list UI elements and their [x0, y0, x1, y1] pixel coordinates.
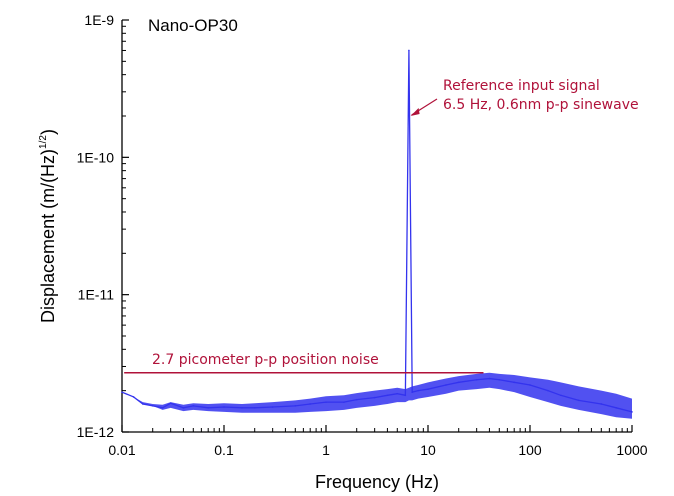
data-point	[142, 403, 144, 405]
y-tick-label: 1E-9	[84, 12, 114, 28]
x-tick-label: 0.01	[108, 442, 135, 458]
data-point	[182, 407, 185, 409]
data-point	[498, 378, 501, 381]
y-ticks: 1E-12 1E-11 1E-10 1E-9	[77, 12, 129, 440]
y-tick-label: 1E-11	[78, 287, 115, 303]
data-point	[631, 411, 633, 413]
y-tick-label: 1E-12	[77, 424, 115, 440]
data-point	[343, 401, 345, 403]
data-point	[411, 391, 414, 393]
data-point	[294, 405, 297, 407]
plot-area	[121, 49, 633, 419]
data-point	[132, 396, 135, 398]
annotations: Reference input signal 6.5 Hz, 0.6nm p-p …	[124, 78, 639, 374]
data-point	[600, 403, 603, 405]
annotation-reference-line2: 6.5 Hz, 0.6nm p-p sinewave	[443, 97, 639, 113]
data-point	[241, 407, 243, 409]
annotation-arrowhead	[410, 107, 420, 116]
data-point	[488, 377, 491, 380]
y-axis-title: Displacement (m/(Hz)1/2)	[38, 129, 58, 323]
data-point	[615, 407, 617, 409]
data-point	[475, 378, 478, 381]
data-point	[151, 405, 154, 407]
y-tick-label: 1E-10	[77, 149, 115, 165]
data-point	[386, 394, 389, 397]
annotation-noise-label: 2.7 picometer p-p position noise	[152, 352, 379, 368]
data-point	[169, 402, 172, 405]
data-point	[427, 388, 429, 390]
data-point	[396, 392, 399, 395]
x-tick-label: 100	[518, 442, 542, 458]
data-point	[161, 407, 164, 409]
x-ticks: 0.01 0.1 1 10 100 1000	[108, 425, 648, 458]
data-point	[325, 401, 327, 403]
svg-text:Displacement (m/(Hz)1/2): Displacement (m/(Hz)1/2)	[38, 129, 58, 323]
data-point	[207, 407, 209, 409]
data-point	[513, 381, 515, 384]
data-point	[559, 394, 562, 397]
data-point	[271, 406, 274, 408]
noise-band	[122, 372, 632, 419]
data-point	[355, 398, 358, 401]
data-point	[223, 406, 225, 408]
data-point	[309, 403, 312, 405]
x-axis-title: Frequency (Hz)	[315, 472, 439, 492]
data-point	[253, 407, 256, 409]
x-tick-label: 1	[322, 442, 330, 458]
data-point	[192, 405, 195, 407]
y-axis-title-main: Displacement (m/(Hz)	[38, 149, 58, 323]
x-tick-label: 1000	[616, 442, 647, 458]
data-point	[529, 384, 531, 386]
data-point	[457, 381, 460, 384]
data-point	[445, 384, 447, 386]
data-point	[121, 391, 123, 393]
y-axis-title-exponent: 1/2	[38, 135, 49, 149]
chart-title: Nano-OP30	[148, 16, 238, 35]
data-point	[417, 389, 419, 392]
axes: 0.01 0.1 1 10 100 1000 1E-12 1E-11 1E-10 1E-9	[77, 12, 648, 458]
y-axis-title-close: )	[38, 129, 58, 135]
x-tick-label: 10	[420, 442, 436, 458]
data-point	[408, 49, 410, 52]
data-point	[547, 389, 549, 392]
data-point	[373, 396, 376, 399]
annotation-reference-line1: Reference input signal	[443, 78, 600, 94]
data-point	[577, 399, 580, 402]
data-point	[404, 394, 407, 397]
x-tick-label: 0.1	[214, 442, 234, 458]
